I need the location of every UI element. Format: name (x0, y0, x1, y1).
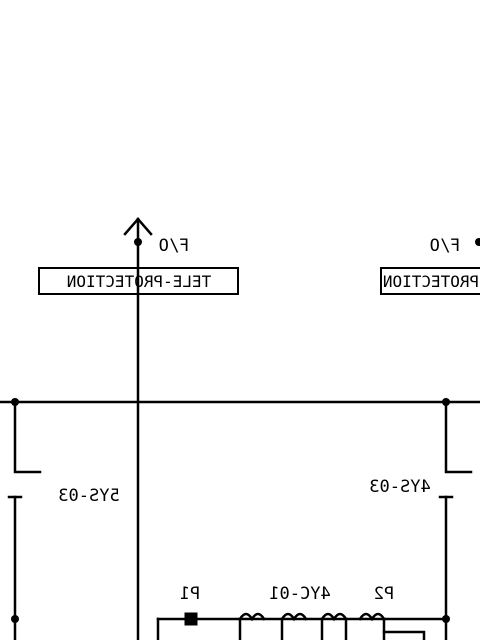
left-switch-contact (13, 400, 42, 474)
p1-label: P1 (180, 584, 200, 604)
right-fo-label: F/O (430, 236, 461, 256)
right-switch: 4YS-03 (369, 400, 473, 640)
left-teleprotection-box (38, 267, 239, 295)
coil-winding-3 (320, 612, 348, 622)
left-teleprotection-label: TELE-PROTECTION (67, 272, 212, 291)
yc01-label: 4YC-01 (269, 584, 330, 604)
coil-winding-2 (280, 612, 308, 622)
coil-winding-1 (238, 612, 266, 622)
right-fo-junction (475, 238, 480, 246)
left-fo-label: F/O (159, 236, 190, 256)
coil-return (382, 630, 426, 640)
left-fo-link: F/O TELE-PROTECTION (38, 217, 239, 640)
right-switch-contact (444, 400, 473, 474)
sys03-right-label: 4YS-03 (369, 477, 430, 497)
left-fo-junction (134, 238, 142, 246)
sys03-left-label: 5YS-03 (58, 486, 119, 506)
p2-label: P2 (374, 584, 394, 604)
right-fo-link: F/O PROTECTION (380, 236, 480, 295)
p1-terminal-marker (184, 612, 198, 626)
right-teleprotection-label: PROTECTION (383, 272, 479, 291)
coil-winding-4 (358, 612, 386, 622)
right-teleprotection-box (380, 267, 480, 295)
left-switch: 5YS-03 (7, 400, 120, 640)
left-lower-junction (11, 615, 19, 623)
coil-assembly: P1 4YC-01 P2 (156, 584, 448, 640)
